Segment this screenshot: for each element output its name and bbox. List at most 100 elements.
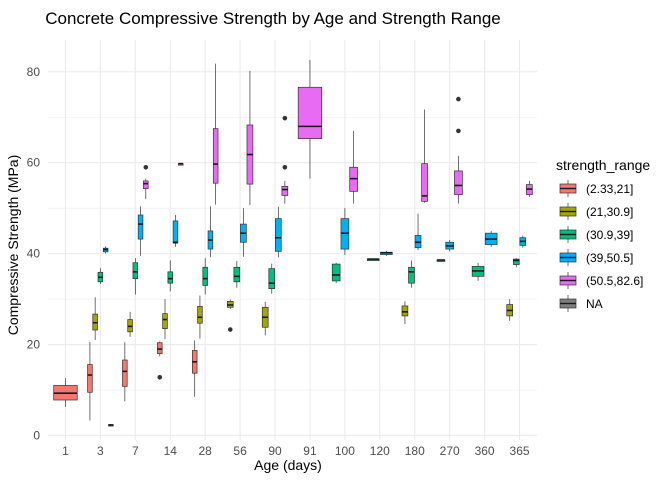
x-tick-label: 91 — [303, 444, 317, 458]
legend-item: (50.5,82.6] — [559, 272, 643, 289]
legend: strength_range (2.33,21] (21,30.9] (30.9,3… — [556, 157, 650, 312]
legend-item: (2.33,21] — [559, 180, 633, 197]
x-tick-label: 120 — [370, 444, 390, 458]
x-tick-label: 360 — [475, 444, 495, 458]
y-tick-label: 40 — [27, 247, 41, 261]
x-tick-label: 56 — [233, 444, 247, 458]
box-90-(21,30.9] — [261, 301, 269, 336]
box-100-(50.5,82.6] — [349, 130, 358, 204]
box-outlier — [282, 164, 288, 170]
box-120-(30.9,39] — [367, 258, 380, 261]
legend-item: (39,50.5] — [559, 249, 633, 266]
box-1-(2.33,21] — [53, 378, 78, 407]
legend-label: (30.9,39] — [586, 228, 633, 242]
box-7-(50.5,82.6] — [143, 164, 149, 200]
box-body — [268, 268, 276, 289]
box-body — [143, 180, 149, 189]
box-3-(39,50.5] — [102, 246, 109, 254]
box-3-(21,30.9] — [92, 297, 98, 340]
box-body — [157, 342, 163, 354]
box-body — [233, 266, 241, 283]
legend-item: (30.9,39] — [559, 226, 633, 243]
box-body — [197, 306, 203, 324]
box-365-(21,30.9] — [506, 299, 514, 321]
chart-title: Concrete Compressive Strength by Age and… — [45, 9, 501, 28]
box-360-(30.9,39] — [471, 262, 485, 281]
box-body — [297, 86, 323, 139]
box-100-(39,50.5] — [340, 208, 350, 255]
box-90-(39,50.5] — [275, 206, 282, 258]
box-365-(30.9,39] — [512, 258, 520, 268]
x-tick-label: 100 — [335, 444, 355, 458]
box-270-(50.5,82.6] — [454, 96, 463, 204]
box-body — [137, 214, 144, 240]
box-90-(50.5,82.6] — [281, 115, 289, 204]
box-28-(21,30.9] — [197, 295, 203, 339]
box-body — [454, 170, 463, 195]
box-body — [87, 364, 93, 393]
box-body — [172, 220, 179, 244]
x-tick-label: 28 — [198, 444, 212, 458]
box-3-(2.33,21] — [87, 341, 93, 421]
box-28-(2.33,21] — [191, 340, 198, 397]
legend-label: (39,50.5] — [586, 251, 633, 265]
box-series — [53, 60, 533, 427]
x-tick-label: 180 — [405, 444, 425, 458]
box-7-(39,50.5] — [137, 206, 144, 256]
box-body — [212, 128, 219, 184]
box-body — [167, 271, 173, 284]
box-28-(39,50.5] — [207, 206, 214, 258]
x-tick-label: 14 — [164, 444, 178, 458]
box-90-(30.9,39] — [268, 263, 276, 294]
y-tick-label: 80 — [27, 65, 41, 79]
x-axis-ticks: 1 3 7 14 28 56 90 91 100 120 180 270 360 365 — [62, 444, 530, 458]
box-7-(2.33,21] — [122, 342, 128, 402]
box-outlier — [456, 96, 461, 102]
legend-item: NA — [559, 295, 603, 312]
y-tick-label: 60 — [27, 156, 41, 170]
x-tick-label: 3 — [97, 444, 104, 458]
y-axis-ticks: 0 20 40 60 80 — [27, 65, 41, 443]
legend-label: (21,30.9] — [586, 205, 633, 219]
x-tick-label: 7 — [132, 444, 139, 458]
box-91-(50.5,82.6] — [297, 60, 323, 179]
box-14-(21,30.9] — [162, 299, 168, 340]
box-100-(30.9,39] — [331, 262, 341, 284]
box-28-(50.5,82.6] — [212, 63, 219, 205]
box-14-(30.9,39] — [167, 260, 173, 292]
box-body — [275, 218, 282, 252]
box-body — [421, 163, 428, 202]
box-body — [281, 186, 289, 196]
x-tick-label: 365 — [510, 444, 530, 458]
legend-title: strength_range — [556, 157, 650, 173]
box-28-(30.9,39] — [202, 258, 208, 295]
legend-label: (50.5,82.6] — [586, 274, 643, 288]
box-180-(21,30.9] — [401, 301, 409, 325]
box-body — [122, 359, 128, 387]
x-axis-title: Age (days) — [254, 457, 322, 473]
box-14-(39,50.5] — [172, 215, 179, 247]
box-180-(39,50.5] — [414, 213, 422, 250]
box-outlier — [143, 164, 149, 170]
box-365-(50.5,82.6] — [526, 180, 533, 197]
box-body — [202, 266, 208, 286]
box-56-(39,50.5] — [240, 208, 247, 257]
box-270-(30.9,39] — [436, 259, 446, 262]
box-180-(50.5,82.6] — [421, 109, 428, 203]
box-365-(39,50.5] — [519, 235, 527, 248]
box-56-(30.9,39] — [233, 260, 241, 288]
legend-label: (2.33,21] — [586, 182, 633, 196]
legend-label: NA — [586, 297, 603, 311]
box-body — [401, 305, 409, 317]
box-270-(39,50.5] — [445, 240, 454, 252]
y-tick-label: 20 — [27, 338, 41, 352]
box-outlier — [282, 115, 288, 121]
box-180-(30.9,39] — [408, 260, 415, 288]
legend-item: (21,30.9] — [559, 203, 633, 220]
box-14-(50.5,82.6] — [178, 162, 184, 166]
box-56-(21,30.9] — [226, 299, 234, 332]
box-outlier — [157, 374, 163, 380]
box-3-NA — [108, 424, 114, 427]
